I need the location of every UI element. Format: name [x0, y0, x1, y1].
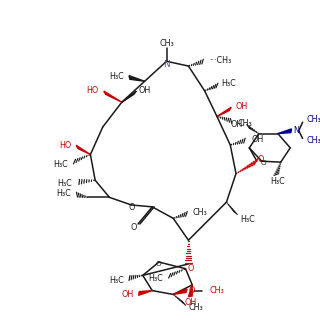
Text: CH₃: CH₃	[159, 39, 174, 48]
Polygon shape	[122, 91, 136, 102]
Text: H₃C: H₃C	[148, 274, 163, 283]
Text: N: N	[163, 60, 170, 68]
Polygon shape	[104, 91, 122, 102]
Polygon shape	[173, 289, 187, 294]
Text: OH: OH	[184, 298, 196, 307]
Text: OH: OH	[235, 102, 247, 111]
Polygon shape	[139, 291, 152, 295]
Text: H₃C: H₃C	[58, 179, 72, 188]
Text: H₃C: H₃C	[222, 79, 236, 88]
Text: OH: OH	[139, 86, 151, 95]
Text: N: N	[293, 126, 299, 135]
Text: ···CH₃: ···CH₃	[209, 56, 232, 65]
Text: CH₃: CH₃	[192, 208, 207, 217]
Text: H₃C: H₃C	[270, 177, 285, 186]
Polygon shape	[188, 285, 192, 297]
Text: H₃C: H₃C	[109, 276, 124, 285]
Text: CH₃: CH₃	[209, 286, 224, 295]
Text: O: O	[128, 203, 134, 212]
Text: CH₃: CH₃	[307, 115, 320, 124]
Text: O: O	[187, 264, 194, 273]
Text: HO: HO	[59, 140, 71, 149]
Text: CH₃: CH₃	[238, 119, 253, 128]
Text: O: O	[261, 160, 267, 166]
Polygon shape	[278, 129, 292, 133]
Polygon shape	[217, 107, 231, 116]
Text: O: O	[131, 223, 137, 232]
Text: H₃C: H₃C	[57, 189, 71, 198]
Text: OH: OH	[251, 135, 263, 144]
Text: H₃C: H₃C	[53, 160, 68, 169]
Text: O: O	[156, 261, 162, 267]
Text: H₃C: H₃C	[109, 72, 124, 81]
Text: OH: OH	[230, 120, 243, 129]
Text: CH₃: CH₃	[188, 303, 203, 312]
Text: O: O	[188, 286, 195, 295]
Text: HO: HO	[87, 86, 99, 95]
Polygon shape	[76, 145, 91, 155]
Polygon shape	[129, 76, 145, 81]
Text: H₃C: H₃C	[240, 215, 254, 224]
Text: CH₃: CH₃	[307, 136, 320, 145]
Text: OH: OH	[122, 290, 134, 299]
Text: O: O	[258, 155, 264, 164]
